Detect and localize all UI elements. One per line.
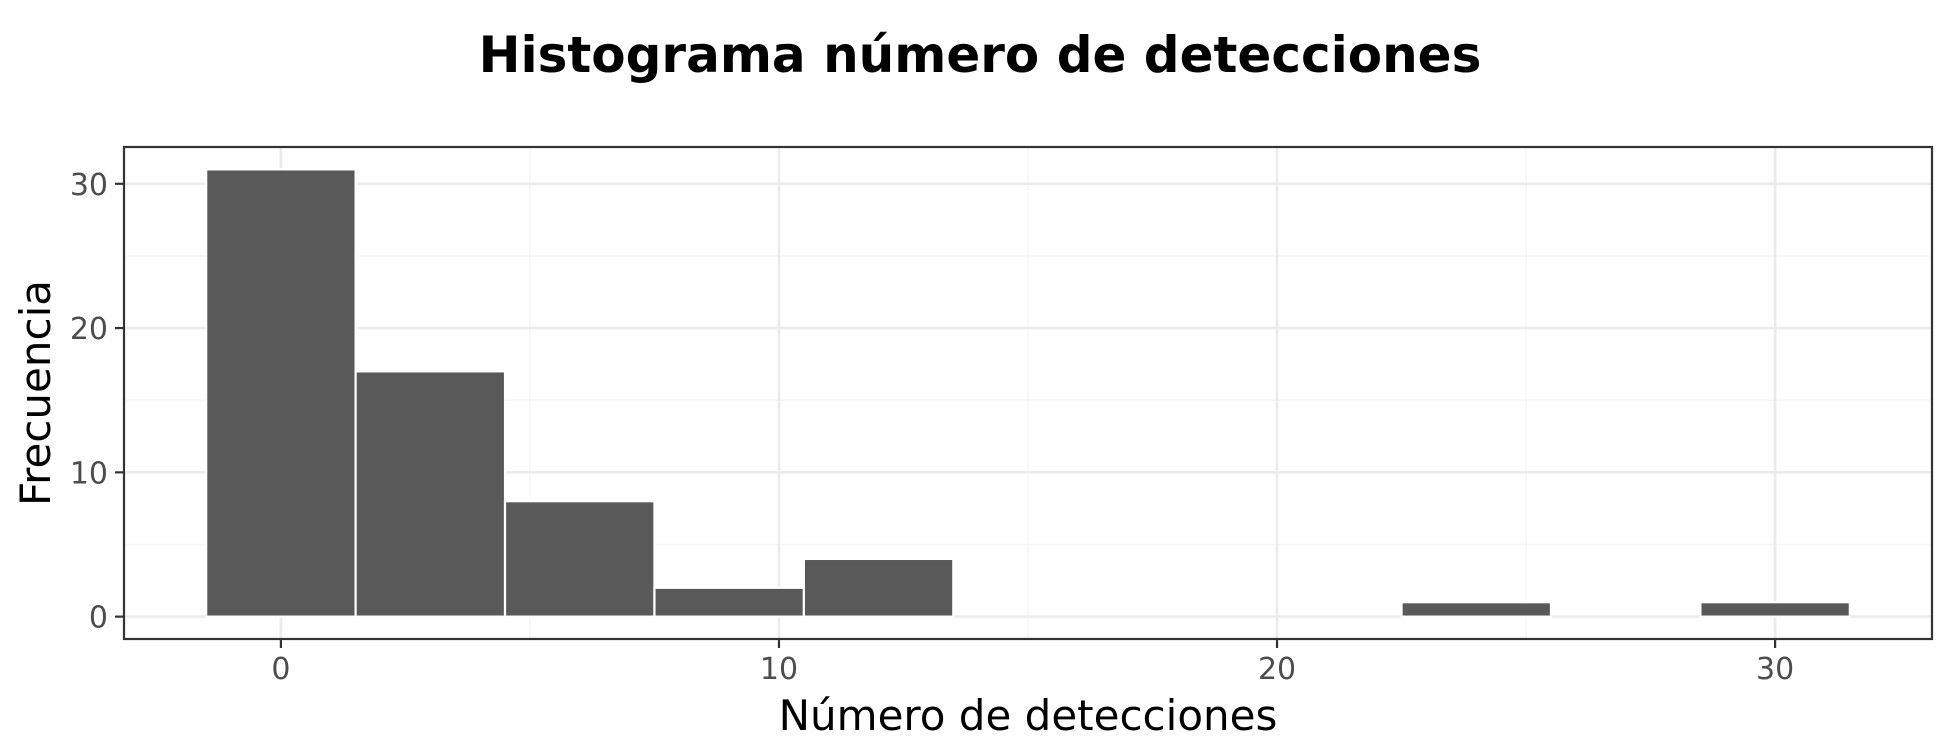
x-axis-title: Número de detecciones bbox=[779, 691, 1278, 740]
chart-title: Histograma número de detecciones bbox=[479, 26, 1482, 84]
histogram-bar bbox=[354, 370, 507, 618]
histogram-bar bbox=[1400, 601, 1553, 618]
y-axis-title: Frecuencia bbox=[11, 280, 60, 506]
panel-border bbox=[122, 145, 1934, 641]
y-tick-label: 0 bbox=[89, 601, 108, 636]
histogram-bar bbox=[1699, 601, 1851, 618]
histogram-bars bbox=[205, 168, 1851, 618]
x-tick-label: 20 bbox=[1258, 652, 1296, 687]
histogram-bar bbox=[653, 586, 805, 618]
y-tick-label: 30 bbox=[70, 168, 108, 203]
histogram-bar bbox=[802, 557, 955, 618]
x-tick-label: 0 bbox=[271, 652, 290, 687]
histogram-bar bbox=[205, 168, 357, 618]
y-axis-ticks: 0 10 20 30 bbox=[70, 168, 124, 636]
histogram-bar bbox=[503, 500, 656, 618]
y-tick-label: 20 bbox=[70, 312, 108, 347]
x-tick-label: 30 bbox=[1756, 652, 1794, 687]
x-tick-label: 10 bbox=[760, 652, 798, 687]
y-tick-label: 10 bbox=[70, 456, 108, 491]
x-axis-ticks: 0 10 20 30 bbox=[271, 639, 1794, 687]
